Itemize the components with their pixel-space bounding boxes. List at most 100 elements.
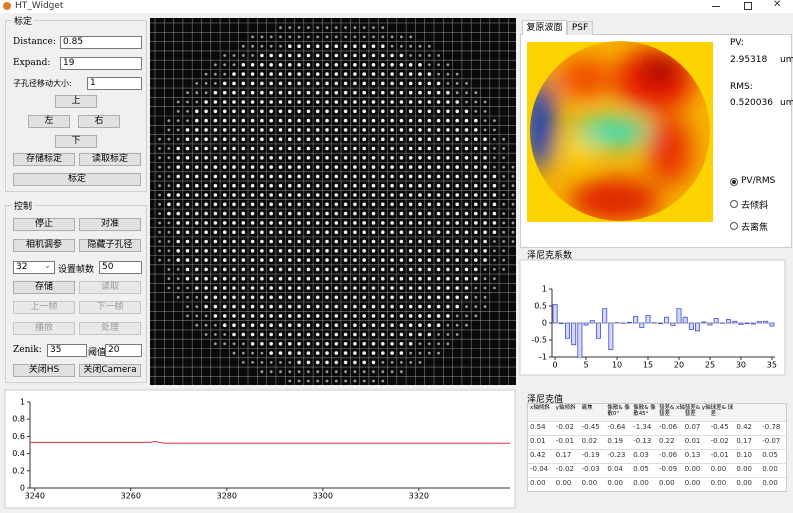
cell: 0.00	[762, 465, 778, 473]
spot	[232, 100, 236, 104]
spot	[297, 100, 301, 104]
column-header: x轴倾斜	[530, 405, 550, 411]
spot	[493, 286, 496, 290]
button[interactable]: 关闭HS	[13, 364, 75, 377]
button[interactable]: 存储标定	[13, 153, 75, 166]
button[interactable]: 标定	[13, 173, 141, 186]
spot	[436, 239, 441, 244]
spot	[483, 193, 487, 197]
expand-input[interactable]: 19	[60, 57, 142, 70]
spot	[269, 239, 274, 244]
button[interactable]: 存储	[13, 281, 75, 294]
spot	[250, 314, 255, 318]
button[interactable]: 相机调参	[13, 239, 75, 252]
spot	[297, 90, 301, 95]
frames-select[interactable]: 32	[13, 261, 55, 274]
spot	[446, 63, 450, 67]
spot	[158, 184, 162, 188]
spot	[372, 379, 375, 383]
spot	[465, 82, 468, 85]
spot	[250, 90, 255, 95]
spot	[409, 361, 413, 364]
spot	[399, 276, 404, 281]
spot	[288, 137, 292, 141]
spot	[167, 286, 171, 290]
distance-input[interactable]: 0.85	[60, 36, 142, 49]
bar	[695, 322, 701, 332]
button[interactable]: 下一帧	[79, 301, 141, 314]
tab[interactable]: PSF	[567, 21, 593, 35]
spot	[223, 333, 227, 336]
button[interactable]: 关闭Camera	[79, 364, 141, 377]
spot	[278, 286, 283, 290]
spot	[371, 314, 376, 318]
spot	[483, 202, 487, 207]
spot	[334, 53, 339, 58]
radio-dot	[732, 180, 736, 184]
button[interactable]: 上	[55, 95, 97, 108]
button[interactable]: 处理	[79, 322, 141, 335]
button[interactable]: 停止	[13, 218, 75, 231]
spot	[353, 118, 357, 123]
spot	[400, 370, 403, 374]
spot	[269, 174, 274, 179]
option-label[interactable]: PV/RMS	[741, 176, 776, 186]
spot	[399, 72, 404, 76]
spot	[241, 90, 246, 95]
spot	[418, 63, 422, 67]
spot	[315, 165, 320, 169]
spot	[474, 239, 478, 244]
spot	[455, 174, 460, 179]
maximize[interactable]	[744, 2, 752, 10]
spot	[399, 304, 404, 309]
spot	[222, 137, 227, 141]
spot	[334, 193, 339, 197]
spot	[418, 128, 422, 132]
close[interactable]: ✕	[773, 0, 782, 10]
spot	[502, 230, 506, 234]
spot	[334, 165, 339, 169]
spot	[427, 286, 432, 290]
tab[interactable]: 复原波面	[522, 20, 567, 35]
move-input[interactable]: 1	[87, 77, 142, 90]
spot	[204, 314, 208, 318]
spot	[306, 156, 311, 160]
option-label[interactable]: 去倾斜	[741, 201, 769, 211]
label: 子孔径移动大小:	[13, 79, 72, 88]
spot	[353, 286, 357, 290]
spot	[343, 258, 348, 262]
dropdown-arrow: ⌄	[44, 261, 51, 270]
spot	[334, 211, 339, 216]
spot	[408, 276, 413, 281]
button[interactable]: 播放	[13, 322, 75, 335]
spot	[334, 81, 339, 86]
option-label[interactable]: 去离焦	[741, 223, 769, 233]
button[interactable]: 隐藏子孔径	[79, 239, 141, 252]
spot	[353, 267, 357, 272]
threshold-input[interactable]: 20	[105, 344, 142, 357]
spot	[315, 100, 320, 104]
button[interactable]: 读取	[79, 281, 141, 294]
button[interactable]: 上一帧	[13, 301, 75, 314]
button[interactable]: 左	[28, 115, 70, 128]
spot	[278, 193, 283, 197]
spot	[502, 249, 506, 253]
x-tick-label: 3240	[25, 492, 45, 501]
button[interactable]: 读取标定	[79, 153, 141, 166]
button[interactable]: 对准	[79, 218, 141, 231]
spot	[372, 26, 375, 29]
y-tick-label: 0.4	[12, 449, 25, 458]
spot	[474, 174, 478, 179]
radio[interactable]	[730, 222, 738, 230]
radio[interactable]	[730, 200, 738, 208]
cell: 0.00	[710, 479, 727, 487]
minimize[interactable]	[712, 6, 720, 7]
frames-input[interactable]: 50	[99, 261, 142, 274]
button[interactable]: 下	[55, 135, 97, 148]
spot	[278, 156, 283, 160]
spot	[455, 118, 460, 123]
spot	[325, 230, 329, 234]
spot	[185, 128, 190, 132]
button[interactable]: 右	[78, 115, 120, 128]
zenik-input[interactable]: 35	[47, 344, 87, 357]
